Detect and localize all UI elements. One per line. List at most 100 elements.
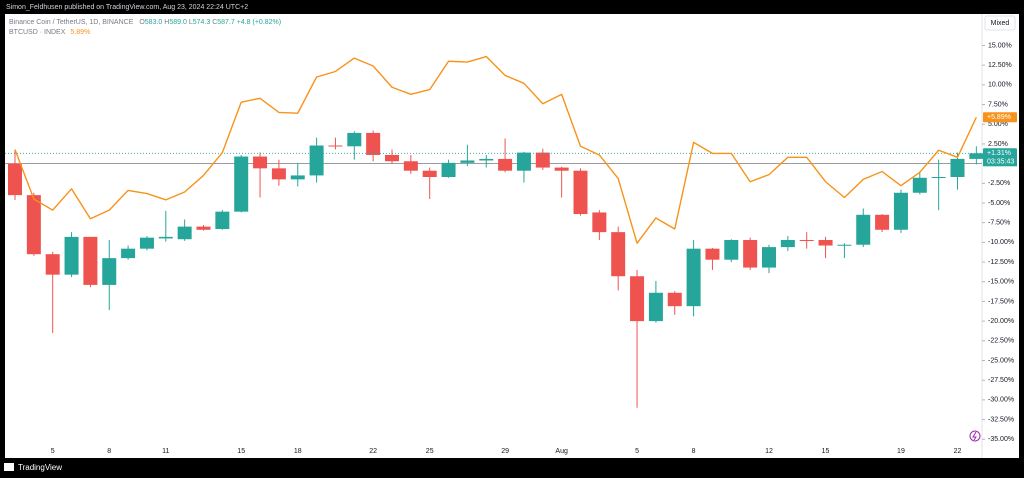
footer-logo-mark [4,463,14,471]
candle-body [121,248,136,259]
x-tick-label: 11 [162,448,169,455]
legend-c: 587.7 [217,19,235,26]
x-tick-label: 25 [426,448,434,455]
legend-c-label: C [212,19,217,26]
legend-compare-value: 5.89% [70,29,90,36]
countdown-bg [983,157,1017,167]
candle-body [799,240,814,242]
alert-icon-bolt [972,431,977,441]
candle-body [648,292,663,322]
candle-body [837,244,852,246]
candle-body [743,240,758,268]
legend-l: 574.3 [193,19,211,26]
mode-button[interactable] [984,15,1016,31]
candle-body [234,156,249,212]
x-tick-label: 15 [237,448,245,455]
y-tick-label: -7.50% [988,220,1010,227]
candle-body [535,152,550,168]
y-tick-label: -25.00% [988,357,1014,364]
candle-body [102,258,117,285]
candle-body [969,153,984,159]
candle-body [26,195,41,255]
candle-body [893,192,908,230]
y-tick-label: -12.50% [988,259,1014,266]
x-tick-label: 8 [692,448,696,455]
y-tick-label: -17.50% [988,298,1014,305]
y-tick-label: -30.00% [988,397,1014,404]
candle-body [215,211,230,229]
compare-last-label: +5.89% [987,114,1011,121]
y-tick-label: -35.00% [988,436,1014,443]
legend-o: 583.0 [145,19,163,26]
candle-body [554,167,569,171]
candle-body [441,162,456,178]
mode-button-label[interactable]: Mixed [991,20,1010,27]
x-tick-label: 22 [369,448,377,455]
candle-body [139,237,154,249]
y-tick-label: -15.00% [988,279,1014,286]
y-tick-label: 12.50% [988,62,1012,69]
candle-body [762,247,776,268]
candle-body [347,132,362,147]
y-tick-label: -5.00% [988,200,1010,207]
y-tick-label: 10.00% [988,82,1012,89]
x-tick-label: 22 [954,448,962,455]
candle-body [309,145,324,176]
candle-body [64,236,79,275]
candle-body [912,177,927,193]
x-tick-label: 19 [897,448,905,455]
candle-body [290,175,305,180]
legend-compare-symbol: BTCUSD · INDEX [9,29,66,36]
alert-icon[interactable] [969,430,981,442]
candle-body [724,240,739,260]
y-tick-label: -2.50% [988,180,1010,187]
x-tick-label: 5 [51,448,55,455]
candle-body [83,236,98,285]
candle-body [422,170,437,178]
candle-body [950,158,965,178]
x-tick-label: 18 [294,448,302,455]
candle-body [8,163,22,196]
candle-body [177,226,192,240]
candle-body [592,212,607,233]
candle-body [158,236,173,239]
candle-body [686,248,701,307]
y-tick-label: -32.50% [988,416,1014,423]
chart-pane [5,14,1019,458]
candle-body [573,170,588,215]
compare-last-label-bg [983,112,1017,123]
x-tick-label: 15 [822,448,830,455]
candle-body [45,254,60,275]
candle-body [498,158,513,171]
y-tick-label: 2.50% [988,141,1008,148]
candle-body [856,214,871,245]
candle-body [931,177,946,179]
y-tick-label: -10.00% [988,239,1014,246]
last-value-label-bg [983,148,1017,159]
footer-logo: TradingView [18,463,62,472]
candle-body [611,232,626,277]
legend-o-label: O [139,19,145,26]
publisher-note: Simon_Feldhusen published on TradingView… [6,4,248,11]
legend-symbol: Binance Coin / TetherUS, 1D, BINANCE [9,19,134,26]
x-tick-label: 12 [765,448,773,455]
legend-h-label: H [164,19,169,26]
candle-body [196,226,211,230]
x-tick-label: Aug [555,448,568,455]
candle-body [630,276,645,322]
candle-body [385,154,399,162]
candle-body [875,214,890,230]
candle-body [271,168,286,180]
x-tick-label: 29 [501,448,509,455]
y-tick-label: -22.50% [988,338,1014,345]
candle-body [366,132,381,155]
last-value-label: +1.31% [987,150,1011,157]
x-tick-label: 8 [107,448,111,455]
legend-l-label: L [189,19,193,26]
y-tick-label: 7.50% [988,101,1008,108]
legend-compare: BTCUSD · INDEX 5.89% [9,29,90,36]
candle-body [705,248,720,260]
candle-body [780,240,795,248]
